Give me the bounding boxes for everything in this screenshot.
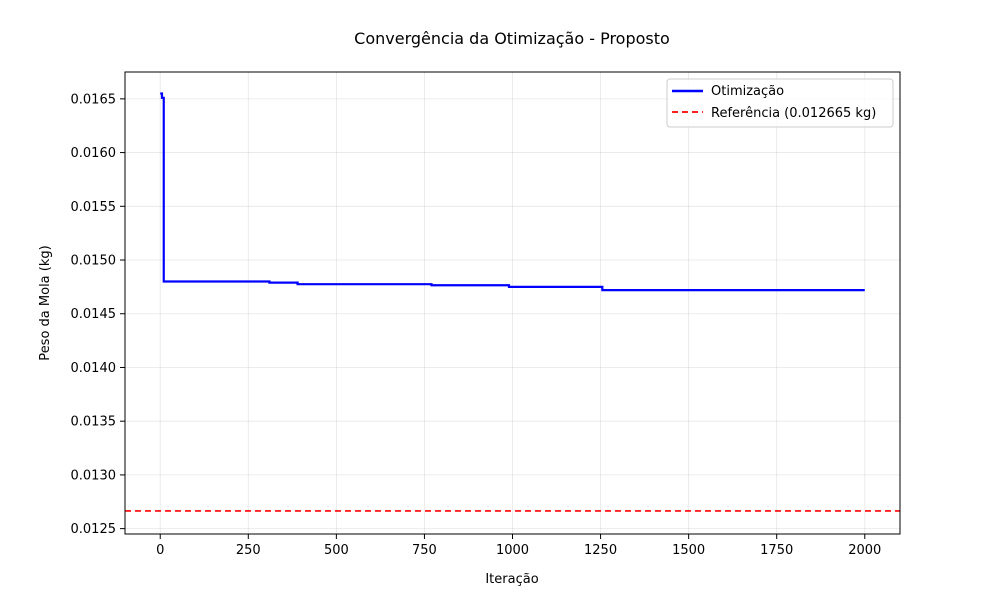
x-axis-label: Iteração [485,572,538,587]
series-line-otimizacao [160,92,865,292]
y-axis: 0.0125 0.0130 0.0135 0.0140 0.0145 0.0150 0.01… [71,92,125,537]
x-tick-label: 500 [324,543,349,558]
legend-box [666,78,894,128]
x-tick-label: 0 [156,543,164,558]
y-tick-label: 0.0165 [71,92,117,107]
x-axis: 0 250 500 750 1000 1250 1500 1750 2000 [156,534,881,558]
legend: Otimização Referência (0.012665 kg) [666,78,894,128]
x-tick-label: 1500 [672,543,705,558]
x-tick-label: 1250 [584,543,617,558]
y-tick-label: 0.0130 [71,468,117,483]
y-tick-label: 0.0125 [71,522,117,537]
y-tick-label: 0.0150 [71,254,117,269]
grid [125,72,900,534]
legend-label-otimizacao: Otimização [711,84,784,99]
y-tick-label: 0.0140 [71,361,117,376]
y-tick-label: 0.0155 [71,200,117,215]
legend-label-referencia: Referência (0.012665 kg) [711,106,876,121]
x-tick-label: 250 [236,543,261,558]
y-tick-label: 0.0160 [71,146,117,161]
y-tick-label: 0.0145 [71,307,117,322]
plot-area [125,92,900,512]
chart-title: Convergência da Otimização - Proposto [354,29,670,48]
x-tick-label: 1000 [496,543,529,558]
y-axis-label: Peso da Mola (kg) [38,245,53,360]
x-tick-label: 2000 [848,543,881,558]
y-tick-label: 0.0135 [71,415,117,430]
x-tick-label: 1750 [760,543,793,558]
x-tick-label: 750 [412,543,437,558]
